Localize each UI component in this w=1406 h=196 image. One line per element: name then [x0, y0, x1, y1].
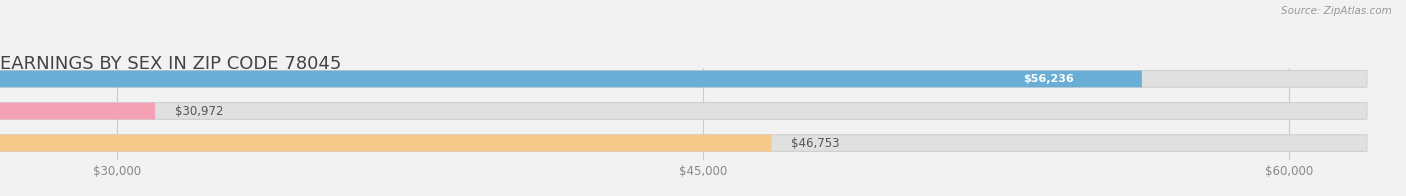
Text: Source: ZipAtlas.com: Source: ZipAtlas.com	[1281, 6, 1392, 16]
FancyBboxPatch shape	[0, 103, 1367, 119]
Text: EARNINGS BY SEX IN ZIP CODE 78045: EARNINGS BY SEX IN ZIP CODE 78045	[0, 55, 342, 73]
FancyBboxPatch shape	[0, 135, 1367, 152]
FancyBboxPatch shape	[0, 135, 772, 152]
Text: $56,236: $56,236	[1022, 74, 1073, 84]
Text: $46,753: $46,753	[792, 137, 839, 150]
FancyBboxPatch shape	[0, 103, 155, 119]
FancyBboxPatch shape	[0, 71, 1367, 87]
Text: $30,972: $30,972	[174, 104, 224, 118]
FancyBboxPatch shape	[0, 71, 1142, 87]
FancyBboxPatch shape	[966, 73, 1130, 85]
